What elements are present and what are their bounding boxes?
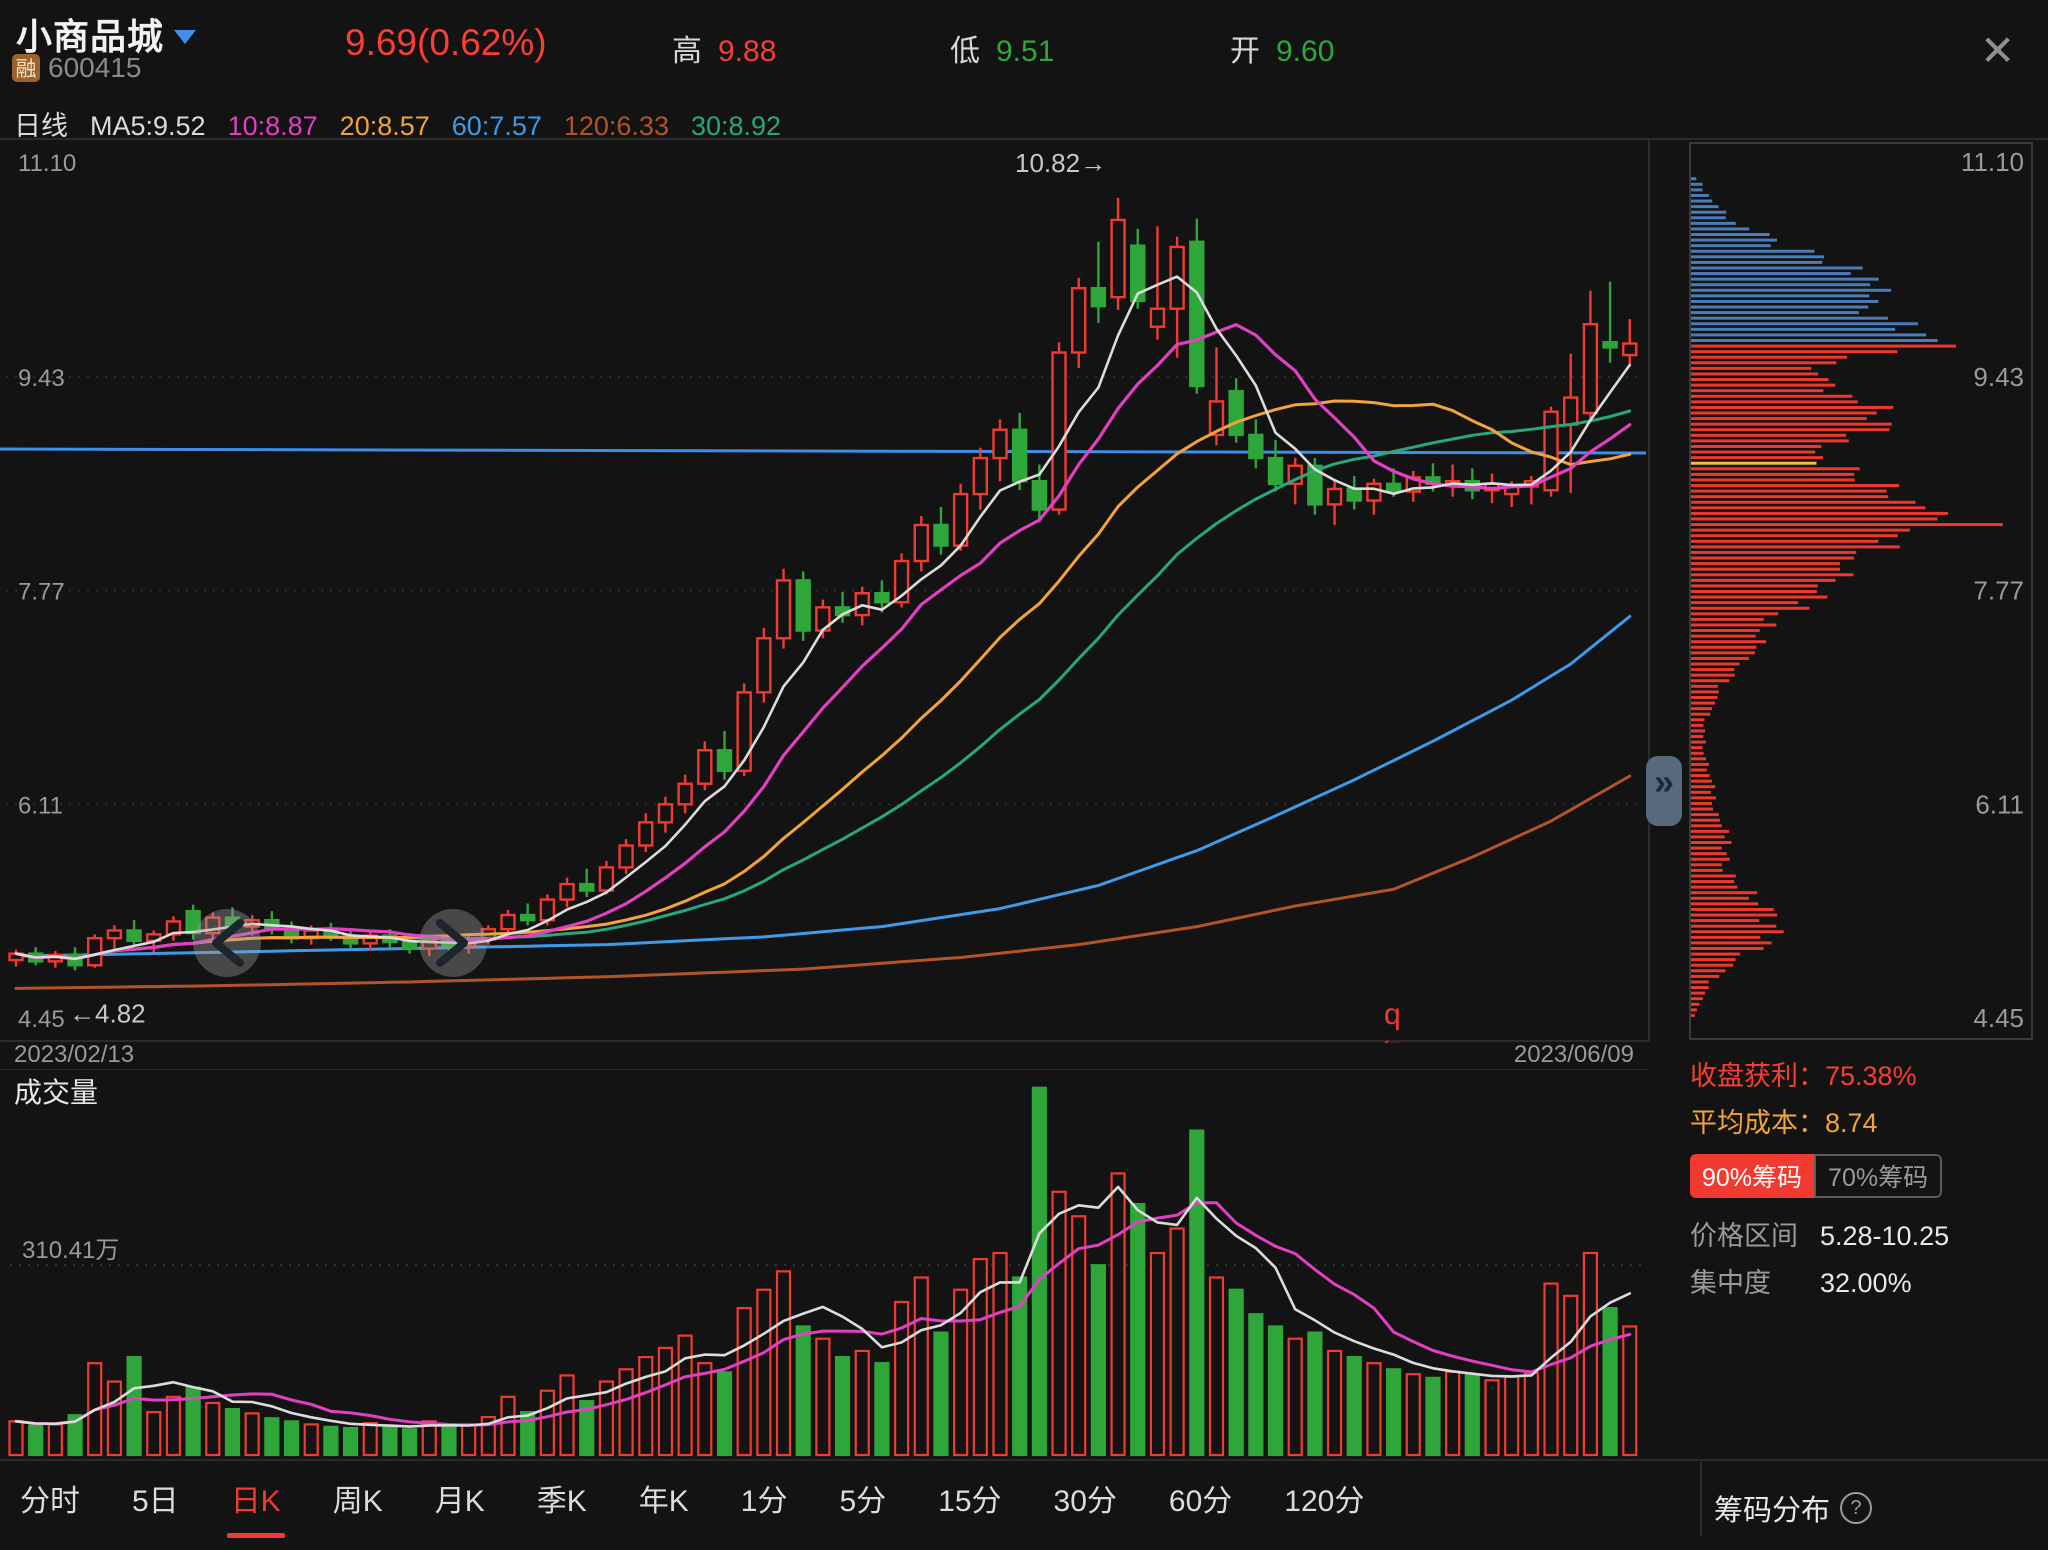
profit-label: 收盘获利： bbox=[1690, 1061, 1825, 1091]
ma20-line bbox=[14, 399, 1632, 961]
tabbar-top-border bbox=[0, 1459, 2048, 1461]
tab-分时[interactable]: 分时 bbox=[20, 1485, 80, 1518]
scroll-left-button[interactable] bbox=[193, 909, 261, 977]
tab-5分[interactable]: 5分 bbox=[839, 1485, 887, 1518]
high-annotation: 10.82→ bbox=[1015, 148, 1106, 178]
ma-legend-item-3: 60:7.57 bbox=[451, 111, 542, 141]
stock-code: 600415 bbox=[48, 52, 142, 83]
volume-gridline-label: 310.41万 bbox=[22, 1237, 119, 1264]
tab-5日[interactable]: 5日 bbox=[132, 1485, 179, 1518]
chart-top-border bbox=[0, 138, 2048, 140]
stock-header[interactable]: 小商品城 bbox=[16, 8, 197, 60]
tab-120分[interactable]: 120分 bbox=[1284, 1485, 1365, 1518]
chip-tick-1: 9.43 bbox=[1973, 362, 2024, 392]
current-price: 9.69(0.62%) bbox=[345, 22, 547, 63]
ma-legend-item-5: 30:8.92 bbox=[690, 111, 782, 141]
help-icon[interactable]: ? bbox=[1840, 1492, 1873, 1524]
chip-panel-border bbox=[1689, 142, 2033, 1040]
price-tick-4: 4.45 bbox=[18, 1006, 65, 1033]
chip-distribution-chart[interactable]: 11.10 9.43 7.77 6.11 4.45 bbox=[1686, 138, 2048, 1043]
cost-value: 8.74 bbox=[1825, 1108, 1878, 1138]
svg-text:q: q bbox=[1384, 998, 1401, 1031]
low-label: 低 bbox=[950, 35, 980, 68]
expand-panel-handle[interactable]: » bbox=[1646, 756, 1682, 826]
chip-info-panel: 收盘获利： 75.38% 平均成本： 8.74 90%筹码 70%筹码 价格区间… bbox=[1690, 1054, 2040, 1308]
date-row-border bbox=[0, 1069, 1648, 1070]
high-value: 9.88 bbox=[718, 35, 777, 68]
ma60-line bbox=[14, 614, 1632, 958]
ma5-line bbox=[14, 275, 1632, 961]
ma-legend-item-4: 120:6.33 bbox=[563, 111, 669, 141]
end-date: 2023/06/09 bbox=[1513, 1041, 1634, 1068]
price-tick-1: 9.43 bbox=[18, 365, 65, 392]
date-axis: 2023/02/13 2023/06/09 bbox=[0, 1041, 1648, 1069]
volume-ma10-line bbox=[14, 1201, 1632, 1427]
high-group: 高 9.88 bbox=[672, 26, 776, 70]
volume-chart[interactable]: 成交量 310.41万 bbox=[0, 1070, 1700, 1460]
start-date: 2023/02/13 bbox=[14, 1041, 135, 1068]
period-tabbar: 分时 5日 日K 周K 月K 季K 年K 1分 5分 15分 30分 60分 120分 bbox=[0, 1462, 1716, 1550]
chart-bottom-border bbox=[0, 1040, 1648, 1042]
candlestick-chart[interactable]: 11.10 9.43 7.77 6.11 4.45 10.82→ ←4.82 q← » bbox=[0, 138, 2048, 1043]
scroll-right-button[interactable] bbox=[419, 909, 487, 977]
price-tick-2: 7.77 bbox=[18, 579, 65, 606]
footer-divider bbox=[1700, 1462, 1702, 1536]
chip-tick-2: 7.77 bbox=[1973, 576, 2024, 606]
chip-90-button[interactable]: 90%筹码 bbox=[1690, 1154, 1815, 1198]
tab-月K[interactable]: 月K bbox=[434, 1485, 485, 1518]
tab-周K[interactable]: 周K bbox=[332, 1485, 383, 1518]
horizontal-price-line bbox=[0, 447, 1647, 455]
volume-title: 成交量 bbox=[14, 1077, 98, 1108]
volume-ma5-line bbox=[14, 1185, 1632, 1428]
low-value: 9.51 bbox=[996, 35, 1055, 68]
low-group: 低 9.51 bbox=[950, 26, 1054, 70]
chip-footer-label: 筹码分布 bbox=[1714, 1495, 1831, 1527]
margin-badge: 融 bbox=[12, 54, 40, 82]
chip-tick-0: 11.10 bbox=[1961, 147, 2024, 177]
candlestick-series[interactable] bbox=[8, 198, 1638, 971]
chip-tick-3: 6.11 bbox=[1975, 789, 2024, 819]
range-label: 价格区间 bbox=[1690, 1221, 1798, 1251]
volume-series[interactable] bbox=[8, 1086, 1638, 1457]
close-icon[interactable]: ✕ bbox=[1980, 27, 2016, 74]
profit-value: 75.38% bbox=[1825, 1061, 1917, 1091]
high-label: 高 bbox=[672, 35, 702, 68]
ma-legend: 日线 MA5:9.52 10:8.87 20:8.57 60:7.57 120:6.33… bbox=[14, 104, 781, 143]
tab-年K[interactable]: 年K bbox=[638, 1485, 689, 1518]
concentration-value: 32.00% bbox=[1820, 1268, 1912, 1298]
stock-code-row: 融 600415 bbox=[12, 52, 141, 84]
ma120-line bbox=[14, 774, 1632, 990]
tab-1分[interactable]: 1分 bbox=[740, 1485, 788, 1518]
price-tick-0: 11.10 bbox=[18, 150, 76, 177]
tab-60分[interactable]: 60分 bbox=[1168, 1485, 1233, 1518]
price-tick-3: 6.11 bbox=[18, 792, 63, 819]
tab-日K[interactable]: 日K bbox=[226, 1476, 285, 1538]
ma10-line bbox=[14, 323, 1632, 961]
open-value: 9.60 bbox=[1276, 35, 1335, 68]
ma-legend-item-2: 20:8.57 bbox=[339, 111, 430, 141]
back-to-latest-button[interactable]: q← bbox=[1378, 998, 1406, 1043]
ma-legend-item-0: MA5:9.52 bbox=[90, 111, 206, 141]
chart-right-border bbox=[1648, 138, 1650, 1042]
low-annotation: ←4.82 bbox=[69, 998, 146, 1028]
chip-70-button[interactable]: 70%筹码 bbox=[1814, 1154, 1943, 1198]
period-label: 日线 bbox=[14, 111, 68, 141]
open-group: 开 9.60 bbox=[1230, 26, 1334, 70]
tab-15分[interactable]: 15分 bbox=[938, 1485, 1002, 1518]
tab-季K[interactable]: 季K bbox=[536, 1485, 587, 1518]
range-value: 5.28-10.25 bbox=[1820, 1221, 1950, 1251]
chip-tick-4: 4.45 bbox=[1973, 1003, 2024, 1033]
ma-legend-item-1: 10:8.87 bbox=[227, 111, 318, 141]
chevron-down-icon[interactable] bbox=[174, 30, 197, 44]
svg-text:←: ← bbox=[1378, 1023, 1406, 1043]
stock-title: 小商品城 bbox=[16, 16, 165, 57]
cost-label: 平均成本： bbox=[1690, 1108, 1825, 1138]
chip-footer: 筹码分布 ? bbox=[1714, 1487, 1873, 1529]
tab-30分[interactable]: 30分 bbox=[1053, 1485, 1117, 1518]
concentration-label: 集中度 bbox=[1690, 1268, 1771, 1298]
chip-bars bbox=[1691, 177, 2003, 1017]
open-label: 开 bbox=[1230, 35, 1260, 68]
svg-text:»: » bbox=[1654, 761, 1674, 802]
